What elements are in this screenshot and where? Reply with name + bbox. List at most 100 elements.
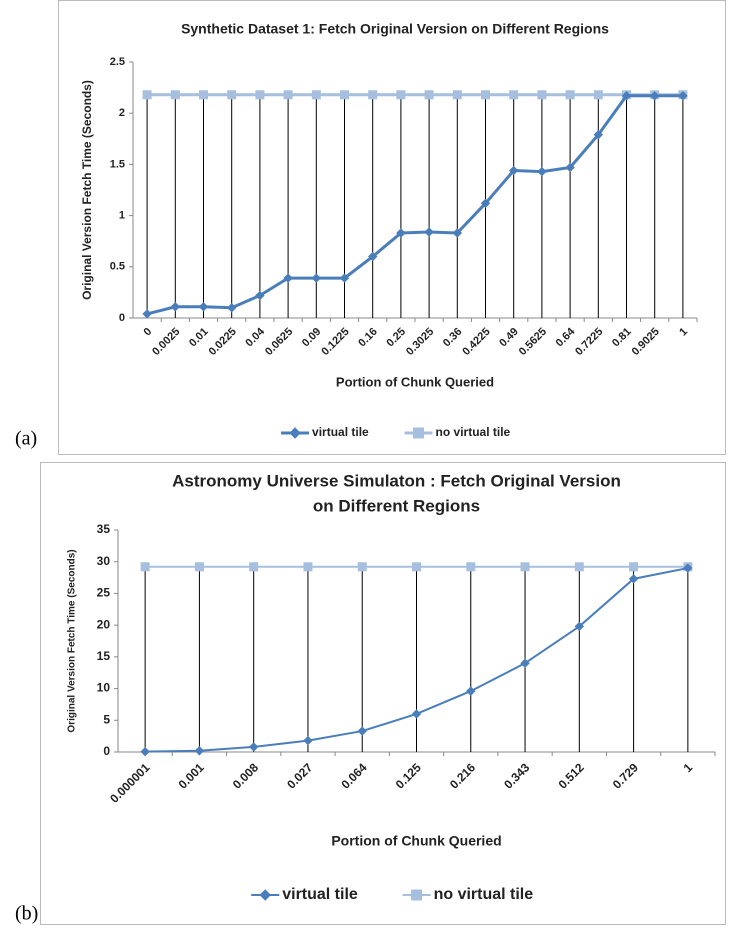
data-point — [194, 746, 205, 756]
data-point — [424, 227, 434, 237]
x-axis-label: Portion of Chunk Queried — [336, 374, 494, 389]
y-tick-label: 1.5 — [110, 158, 125, 170]
data-point — [481, 90, 490, 100]
data-point — [574, 621, 585, 632]
y-tick-label: 30 — [97, 554, 111, 568]
data-point — [520, 562, 530, 572]
data-point — [396, 90, 406, 100]
x-tick-label: 0.09 — [300, 326, 324, 350]
data-point — [520, 658, 530, 668]
data-point — [621, 91, 632, 101]
x-tick-label: 0.36 — [441, 326, 465, 350]
x-tick-label: 0.04 — [243, 325, 267, 349]
x-tick-label: 0.4225 — [460, 326, 492, 358]
y-tick-label: 5 — [103, 712, 110, 726]
x-tick-label: 0.64 — [554, 325, 578, 349]
y-tick-label: 15 — [97, 649, 111, 663]
data-point — [140, 562, 150, 572]
data-point — [367, 251, 378, 262]
data-point — [537, 90, 547, 100]
data-point — [593, 129, 604, 140]
data-point — [283, 273, 293, 283]
data-point — [194, 562, 204, 572]
data-point — [339, 273, 350, 283]
data-point — [508, 165, 519, 176]
data-point — [199, 90, 208, 100]
x-tick-label: 0.3025 — [404, 326, 436, 358]
y-axis-label: Original Version Fetch Time (Seconds) — [67, 549, 78, 732]
legend-marker — [289, 427, 301, 439]
data-point — [678, 91, 688, 101]
data-point — [412, 562, 421, 572]
data-point — [565, 162, 575, 173]
y-tick-label: 10 — [97, 681, 111, 695]
x-tick-label: 1 — [681, 760, 696, 775]
data-point — [303, 735, 313, 746]
x-tick-label: 0 — [141, 326, 154, 339]
data-point — [368, 90, 378, 100]
y-tick-label: 1 — [119, 210, 125, 222]
legend-label: no virtual tile — [436, 425, 511, 439]
series-line — [146, 94, 683, 316]
x-tick-label: 0.0625 — [263, 326, 295, 358]
data-point — [311, 273, 322, 283]
y-tick-label: 20 — [97, 617, 111, 631]
data-point — [424, 90, 434, 100]
y-tick-label: 2 — [119, 107, 125, 119]
data-point — [509, 90, 519, 100]
x-tick-label: 0.0025 — [150, 326, 182, 358]
y-tick-label: 0 — [103, 744, 110, 758]
legend-label: virtual tile — [282, 886, 358, 903]
panel-label: (b) — [15, 903, 38, 925]
legend-marker — [259, 889, 271, 901]
data-point — [249, 562, 259, 572]
data-point — [198, 302, 209, 312]
x-tick-label: 0.125 — [393, 760, 424, 791]
data-point — [628, 574, 639, 584]
data-point — [396, 228, 406, 238]
data-point — [574, 562, 584, 572]
x-tick-label: 1 — [677, 326, 690, 339]
data-point — [248, 742, 259, 752]
x-tick-label: 0.001 — [176, 760, 207, 791]
data-point — [649, 91, 660, 101]
data-point — [565, 90, 575, 100]
y-tick-label: 0 — [119, 312, 125, 324]
legend-marker — [411, 889, 423, 901]
y-axis-label: Original Version Fetch Time (Seconds) — [80, 80, 94, 300]
data-point — [357, 562, 367, 572]
x-tick-label: 0.5625 — [517, 326, 549, 358]
y-tick-label: 35 — [97, 522, 111, 536]
data-point — [303, 562, 313, 572]
legend-marker — [413, 427, 425, 439]
x-tick-label: 0.01 — [187, 326, 211, 350]
data-point — [226, 303, 237, 313]
y-tick-label: 2.5 — [110, 56, 125, 68]
data-point — [452, 228, 463, 238]
data-point — [255, 90, 265, 100]
x-tick-label: 0.216 — [447, 760, 478, 791]
data-point — [142, 90, 152, 100]
x-tick-label: 0.25 — [384, 326, 408, 350]
x-tick-label: 0.81 — [610, 326, 634, 350]
data-point — [537, 166, 547, 177]
chart-frame — [58, 0, 726, 455]
data-point — [357, 726, 367, 736]
x-tick-label: 0.0225 — [207, 326, 239, 358]
data-point — [683, 563, 693, 573]
data-point — [311, 90, 321, 100]
x-tick-label: 0.9025 — [630, 326, 662, 358]
data-point — [140, 746, 150, 757]
data-point — [340, 90, 349, 100]
legend-label: virtual tile — [312, 425, 369, 439]
legend-label: no virtual tile — [434, 886, 534, 903]
x-tick-label: 0.064 — [338, 760, 369, 791]
panel-label: (a) — [15, 428, 37, 450]
x-tick-label: 0.027 — [284, 760, 315, 791]
data-point — [170, 90, 180, 100]
chart-frame — [40, 462, 726, 925]
data-point — [170, 302, 181, 312]
x-tick-label: 0.16 — [356, 326, 380, 350]
